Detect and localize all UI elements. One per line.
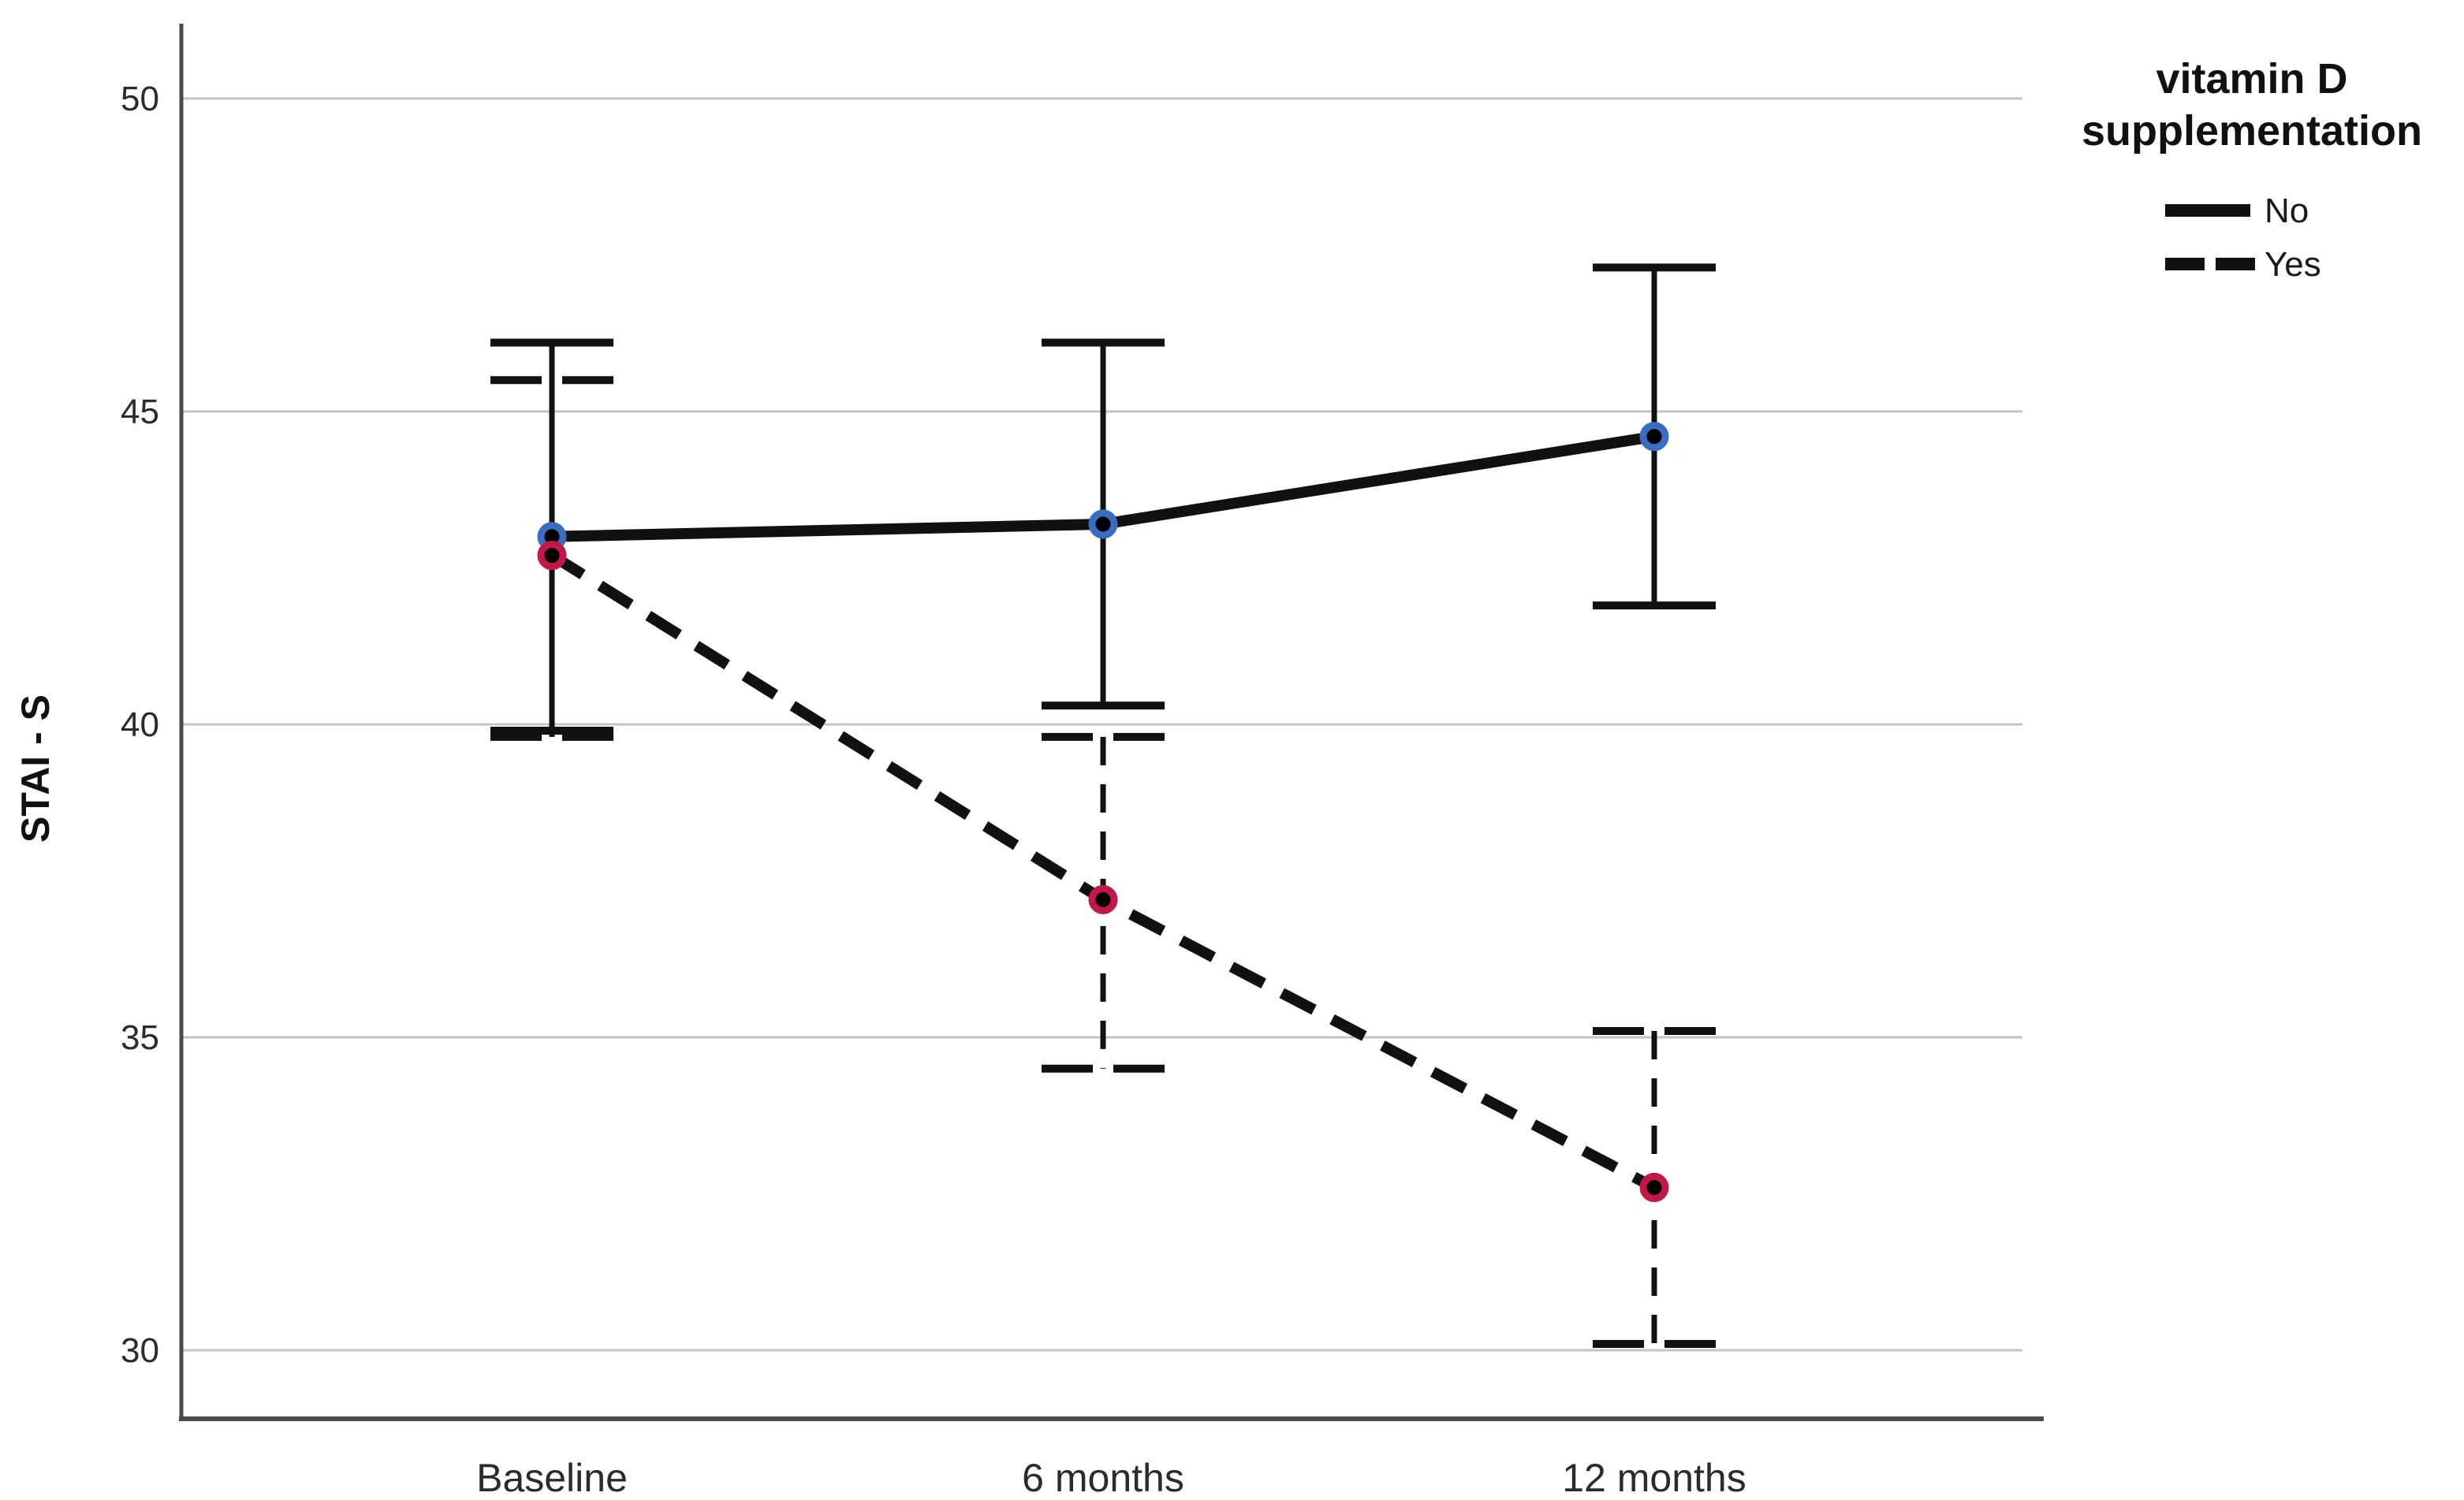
legend-title-line2: supplementation: [2082, 107, 2422, 154]
marker-no-12-months: [1639, 422, 1669, 452]
legend-title-line1: vitamin D: [2156, 55, 2347, 102]
y-tick-label-45: 45: [121, 393, 159, 431]
marker-yes-baseline: [537, 541, 567, 571]
y-tick-label-50: 50: [121, 80, 159, 118]
y-tick-labels-layer: 30 35 40 45 50: [121, 80, 159, 1370]
legend-entry-label-yes: Yes: [2265, 245, 2321, 284]
y-tick-label-35: 35: [121, 1018, 159, 1057]
markers-layer: [537, 422, 1669, 1203]
x-axis-label-baseline: Baseline: [476, 1456, 628, 1500]
y-axis-title: STAI - S: [13, 694, 58, 843]
x-axis-label-6-months: 6 months: [1022, 1456, 1184, 1500]
y-tick-label-30: 30: [121, 1331, 159, 1370]
x-axis-labels-layer: Baseline 6 months 12 months: [476, 1456, 1746, 1500]
marker-no-6-months: [1088, 509, 1118, 539]
marker-yes-12-months: [1639, 1173, 1669, 1203]
y-tick-label-40: 40: [121, 705, 159, 744]
gridlines-layer: [181, 97, 2022, 1352]
error-bars-layer: [490, 263, 1716, 1349]
legend-entry-label-no: No: [2265, 192, 2309, 230]
x-axis-label-12-months: 12 months: [1562, 1456, 1746, 1500]
marker-yes-6-months: [1088, 884, 1118, 914]
legend: vitamin D supplementation No Yes: [2082, 55, 2422, 284]
